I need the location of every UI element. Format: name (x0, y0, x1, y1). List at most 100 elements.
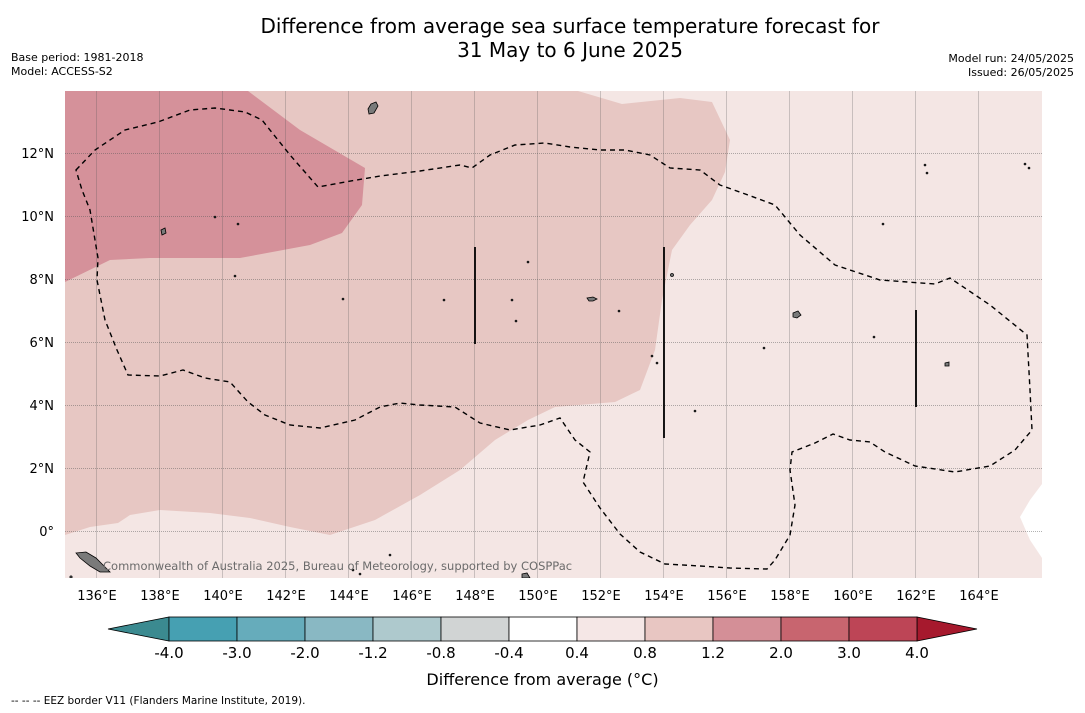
lon-label: 156°E (707, 589, 747, 604)
colorbar-swatch (168, 616, 238, 642)
lon-label: 146°E (392, 589, 432, 604)
base-period-text: Base period: 1981-2018 (11, 51, 144, 64)
island-yap (160, 227, 167, 236)
island-pohnpei (792, 310, 802, 319)
lon-label: 144°E (329, 589, 369, 604)
island-guam (367, 101, 379, 115)
colorbar-tick-label: -1.2 (358, 644, 387, 662)
island-dot (526, 260, 530, 264)
colorbar-tick-label: 1.2 (701, 644, 725, 662)
map-credit: Commonwealth of Australia 2025, Bureau o… (103, 559, 572, 573)
island-dot (341, 297, 345, 301)
map-area: Commonwealth of Australia 2025, Bureau o… (65, 91, 1042, 578)
colorbar-swatch (848, 616, 918, 642)
colorbar-low-extension (107, 616, 170, 642)
lon-label: 160°E (833, 589, 873, 604)
lon-label: 164°E (959, 589, 999, 604)
colorbar-tick-label: 0.8 (633, 644, 657, 662)
island-dot (514, 319, 518, 323)
colorbar-swatch (440, 616, 510, 642)
colorbar-swatch (236, 616, 306, 642)
island-kosrae (944, 361, 950, 367)
island-dot (762, 346, 766, 350)
lon-label: 142°E (266, 589, 306, 604)
colorbar-swatches (168, 616, 918, 642)
graticule-lat (65, 153, 1042, 532)
lon-label: 152°E (581, 589, 621, 604)
lon-label: 140°E (203, 589, 243, 604)
island-dot (233, 274, 237, 278)
meta-left: Base period: 1981-2018 Model: ACCESS-S2 (11, 51, 143, 79)
lat-label: 6°N (30, 336, 55, 351)
colorbar-swatch (712, 616, 782, 642)
lon-label: 136°E (77, 589, 117, 604)
island-dot (213, 215, 217, 219)
island-dot (69, 575, 73, 578)
lon-label: 154°E (644, 589, 684, 604)
island-dot (617, 309, 621, 313)
eez-palau (75, 107, 1033, 570)
sst-band-1.2-2.0 (65, 91, 365, 282)
island-dot (510, 298, 514, 302)
issued-text: Issued: 26/05/2025 (967, 66, 1074, 79)
boundary-lines (474, 247, 917, 438)
lon-label: 150°E (518, 589, 558, 604)
chart-title: Difference from average sea surface temp… (0, 14, 1085, 62)
island-dot (670, 273, 674, 277)
model-text: Model: ACCESS-S2 (11, 65, 113, 78)
colorbar-tick-label: 0.4 (565, 644, 589, 662)
colorbar-tick-label: -4.0 (154, 644, 183, 662)
lat-label: 8°N (30, 273, 55, 288)
colorbar-tick-label: 4.0 (905, 644, 929, 662)
lat-label: 2°N (30, 462, 55, 477)
colorbar-tick-label: -0.4 (494, 644, 523, 662)
islands (69, 101, 1031, 578)
lat-label: 4°N (30, 399, 55, 414)
colorbar-high-extension (916, 616, 978, 642)
longitude-labels: 136°E 138°E 140°E 142°E 144°E 146°E 148°… (77, 589, 999, 604)
colorbar-tick-label: 3.0 (837, 644, 861, 662)
island-dot (925, 171, 929, 175)
island-dot (872, 335, 876, 339)
sst-band-white (1020, 484, 1042, 558)
island-dot (442, 298, 446, 302)
colorbar-swatch (508, 616, 578, 642)
lon-label: 148°E (455, 589, 495, 604)
latitude-labels: 12°N 10°N 8°N 6°N 4°N 2°N 0° (21, 147, 54, 540)
lat-label: 0° (39, 525, 54, 540)
island-dot (693, 409, 697, 413)
island-dot (881, 222, 885, 226)
island-dot (358, 572, 362, 576)
island-dot (923, 163, 927, 167)
lat-label: 12°N (21, 147, 54, 162)
colorbar-tick-label: -0.8 (426, 644, 455, 662)
title-line-1: Difference from average sea surface temp… (260, 14, 880, 38)
colorbar-swatch (372, 616, 442, 642)
lon-label: 162°E (896, 589, 936, 604)
colorbar-tick-label: 2.0 (769, 644, 793, 662)
eez-borders (75, 107, 1033, 570)
colorbar-tick-label: -3.0 (222, 644, 251, 662)
island-chuuk (586, 296, 598, 302)
island-dot (655, 361, 659, 365)
island-dot (1023, 162, 1027, 166)
island-dot (236, 222, 240, 226)
title-line-2: 31 May to 6 June 2025 (457, 38, 683, 62)
lon-label: 138°E (140, 589, 180, 604)
colorbar-tick-label: -2.0 (290, 644, 319, 662)
lat-label: 10°N (21, 210, 54, 225)
colorbar-swatch (644, 616, 714, 642)
island-new-guinea (75, 551, 111, 573)
lon-label: 158°E (770, 589, 810, 604)
colorbar-swatch (304, 616, 374, 642)
island-dot (351, 568, 355, 572)
island-manus (521, 572, 531, 578)
colorbar-labels: -4.0 -3.0 -2.0 -1.2 -0.8 -0.4 0.4 0.8 1.2 2.0 3.0 4… (154, 644, 929, 662)
footnote: -- -- -- EEZ border V11 (Flanders Marine… (11, 695, 306, 707)
colorbar: -4.0 -3.0 -2.0 -1.2 -0.8 -0.4 0.4 0.8 1.2 2.0 3.0 4… (107, 616, 978, 662)
colorbar-swatch (780, 616, 850, 642)
meta-right: Model run: 24/05/2025 Issued: 26/05/2025 (948, 52, 1074, 80)
island-dot (388, 553, 392, 557)
island-dot (1027, 166, 1031, 170)
